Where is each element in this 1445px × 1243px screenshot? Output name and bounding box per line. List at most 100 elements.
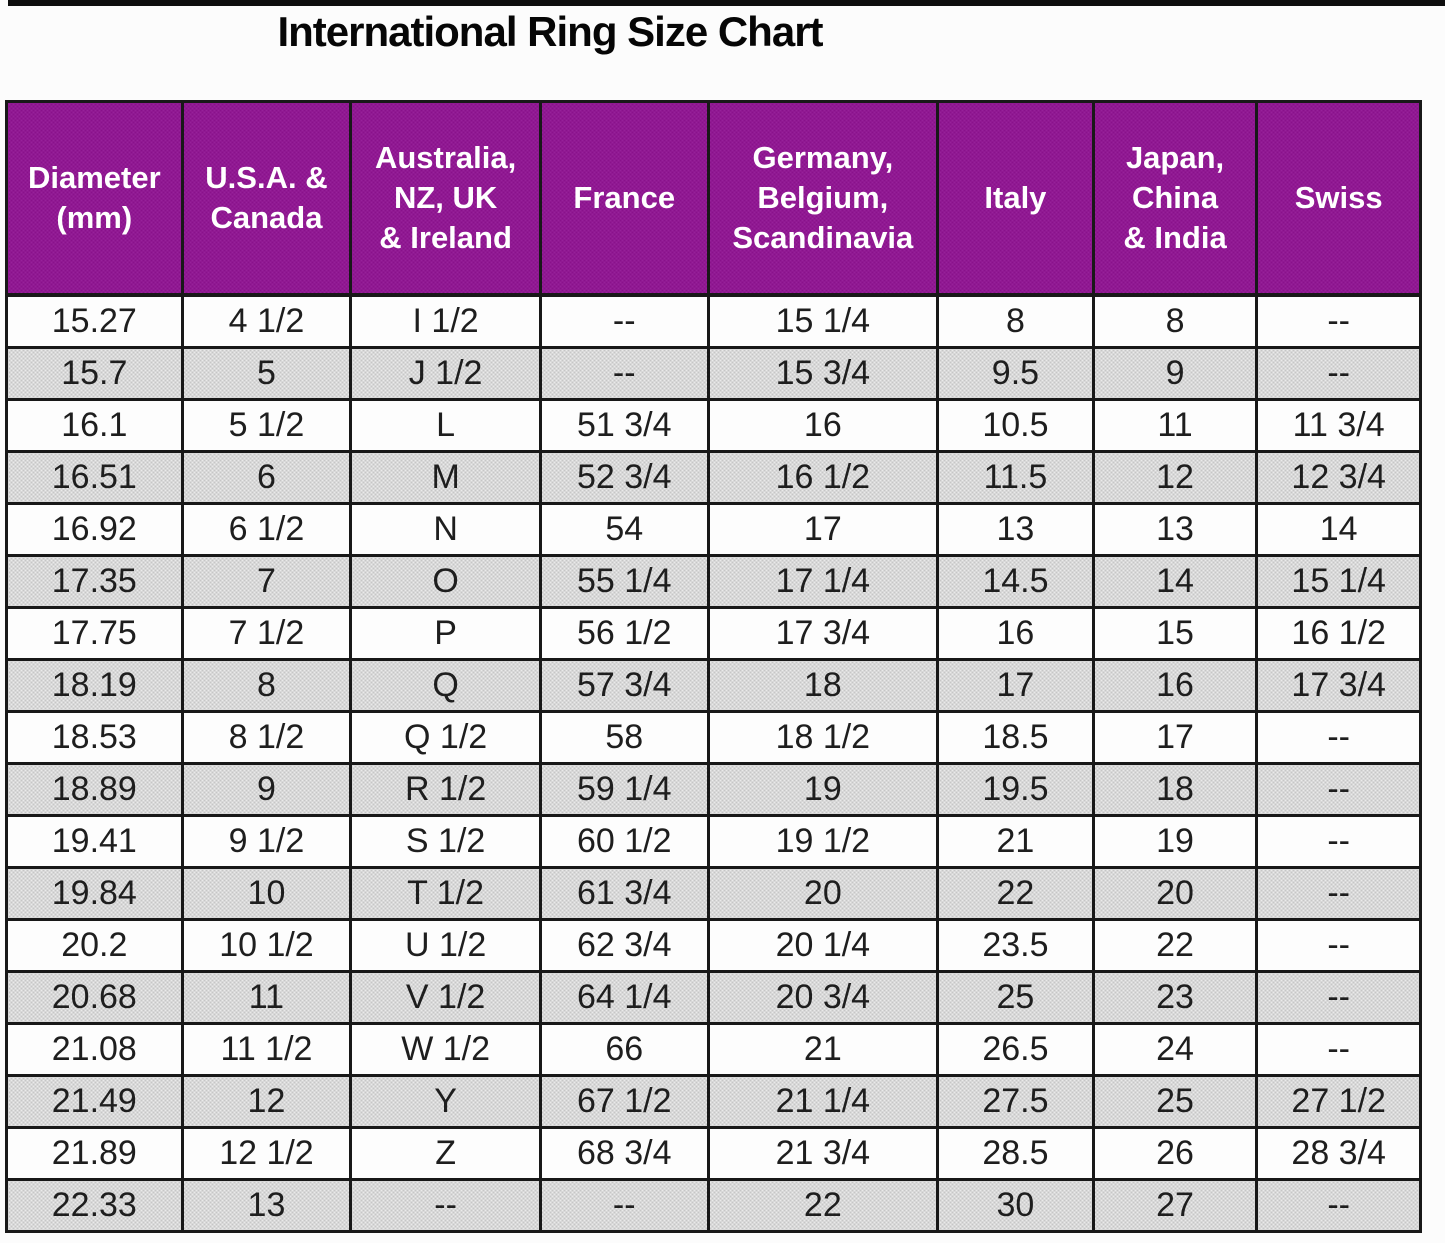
table-cell: T 1/2 bbox=[349, 866, 542, 921]
table-cell: 25 bbox=[1091, 1074, 1259, 1129]
column-header-france: France bbox=[538, 100, 710, 297]
table-cell: 14 bbox=[1255, 502, 1422, 557]
table-cell: L bbox=[349, 398, 542, 453]
table-cell: 27 bbox=[1091, 1178, 1259, 1233]
table-cell: -- bbox=[1255, 1022, 1422, 1077]
table-cell: -- bbox=[538, 346, 710, 401]
table-row: 15.27 4 1/2 I 1/2 -- 15 1/4 8 8 -- bbox=[5, 293, 1422, 349]
table-cell: W 1/2 bbox=[349, 1022, 542, 1077]
table-cell: 18 bbox=[706, 658, 940, 713]
table-cell: 28.5 bbox=[936, 1126, 1095, 1181]
table-row: 16.51 6 M 52 3/4 16 1/2 11.5 12 12 3/4 bbox=[5, 450, 1422, 505]
table-cell: 12 bbox=[180, 1074, 353, 1129]
table-cell: 17 3/4 bbox=[1255, 658, 1422, 713]
table-cell: -- bbox=[1255, 866, 1422, 921]
table-cell: 23.5 bbox=[936, 918, 1095, 973]
table-cell: 62 3/4 bbox=[538, 918, 710, 973]
table-row: 19.41 9 1/2 S 1/2 60 1/2 19 1/2 21 19 -- bbox=[5, 814, 1422, 869]
table-cell: 19 1/2 bbox=[706, 814, 940, 869]
table-row: 18.53 8 1/2 Q 1/2 58 18 1/2 18.5 17 -- bbox=[5, 710, 1422, 765]
table-cell: 8 bbox=[936, 293, 1095, 349]
table-row: 18.19 8 Q 57 3/4 18 17 16 17 3/4 bbox=[5, 658, 1422, 713]
table-cell: 16 bbox=[706, 398, 940, 453]
table-cell: 22 bbox=[1091, 918, 1259, 973]
table-cell: 21 1/4 bbox=[706, 1074, 940, 1129]
table-row: 20.68 11 V 1/2 64 1/4 20 3/4 25 23 -- bbox=[5, 970, 1422, 1025]
table-cell: 15 3/4 bbox=[706, 346, 940, 401]
table-cell: 19.5 bbox=[936, 762, 1095, 817]
table-cell: 16 1/2 bbox=[1255, 606, 1422, 661]
table-cell: 12 3/4 bbox=[1255, 450, 1422, 505]
table-cell: 61 3/4 bbox=[538, 866, 710, 921]
table-cell: 20.2 bbox=[5, 918, 184, 973]
table-cell: 16.1 bbox=[5, 398, 184, 453]
table-cell: 15.27 bbox=[5, 293, 184, 349]
table-row: 18.89 9 R 1/2 59 1/4 19 19.5 18 -- bbox=[5, 762, 1422, 817]
table-cell: 7 bbox=[180, 554, 353, 609]
table-cell: 19 bbox=[1091, 814, 1259, 869]
column-header-japan-china-india: Japan, China & India bbox=[1091, 100, 1259, 297]
table-cell: 15 1/4 bbox=[706, 293, 940, 349]
table-cell: -- bbox=[349, 1178, 542, 1233]
table-cell: 16 1/2 bbox=[706, 450, 940, 505]
table-cell: 27 1/2 bbox=[1255, 1074, 1422, 1129]
table-cell: S 1/2 bbox=[349, 814, 542, 869]
table-cell: -- bbox=[1255, 710, 1422, 765]
table-cell: 15 1/4 bbox=[1255, 554, 1422, 609]
table-cell: 21 bbox=[706, 1022, 940, 1077]
table-cell: -- bbox=[1255, 814, 1422, 869]
table-cell: 9 bbox=[180, 762, 353, 817]
table-cell: N bbox=[349, 502, 542, 557]
table-row: 20.2 10 1/2 U 1/2 62 3/4 20 1/4 23.5 22 -- bbox=[5, 918, 1422, 973]
table-cell: J 1/2 bbox=[349, 346, 542, 401]
table-cell: 22 bbox=[706, 1178, 940, 1233]
table-cell: 6 bbox=[180, 450, 353, 505]
table-cell: U 1/2 bbox=[349, 918, 542, 973]
table-cell: 17 3/4 bbox=[706, 606, 940, 661]
table-cell: -- bbox=[1255, 293, 1422, 349]
table-cell: 16.92 bbox=[5, 502, 184, 557]
table-cell: -- bbox=[538, 1178, 710, 1233]
table-cell: 17 bbox=[1091, 710, 1259, 765]
table-cell: 18 1/2 bbox=[706, 710, 940, 765]
table-cell: 12 bbox=[1091, 450, 1259, 505]
table-cell: P bbox=[349, 606, 542, 661]
table-cell: 20 3/4 bbox=[706, 970, 940, 1025]
table-cell: 26 bbox=[1091, 1126, 1259, 1181]
table-cell: 59 1/4 bbox=[538, 762, 710, 817]
table-body: 15.27 4 1/2 I 1/2 -- 15 1/4 8 8 -- 15.7 5 J 1/2 -- 1… bbox=[5, 293, 1422, 1233]
table-cell: 18.53 bbox=[5, 710, 184, 765]
table-cell: 11 bbox=[180, 970, 353, 1025]
table-row: 17.75 7 1/2 P 56 1/2 17 3/4 16 15 16 1/2 bbox=[5, 606, 1422, 661]
table-cell: 54 bbox=[538, 502, 710, 557]
table-cell: 18.19 bbox=[5, 658, 184, 713]
table-cell: 30 bbox=[936, 1178, 1095, 1233]
table-cell: 16 bbox=[936, 606, 1095, 661]
table-cell: 11.5 bbox=[936, 450, 1095, 505]
table-cell: 19.41 bbox=[5, 814, 184, 869]
table-cell: -- bbox=[1255, 1178, 1422, 1233]
table-cell: R 1/2 bbox=[349, 762, 542, 817]
table-cell: 28 3/4 bbox=[1255, 1126, 1422, 1181]
table-cell: 15.7 bbox=[5, 346, 184, 401]
table-cell: 56 1/2 bbox=[538, 606, 710, 661]
table-cell: 66 bbox=[538, 1022, 710, 1077]
table-cell: Q 1/2 bbox=[349, 710, 542, 765]
table-cell: 21 bbox=[936, 814, 1095, 869]
table-cell: 19 bbox=[706, 762, 940, 817]
table-row: 16.1 5 1/2 L 51 3/4 16 10.5 11 11 3/4 bbox=[5, 398, 1422, 453]
column-header-usa-canada: U.S.A. & Canada bbox=[180, 100, 353, 297]
table-cell: 22.33 bbox=[5, 1178, 184, 1233]
table-cell: 14.5 bbox=[936, 554, 1095, 609]
table-cell: -- bbox=[1255, 762, 1422, 817]
table-cell: 11 bbox=[1091, 398, 1259, 453]
table-cell: 17 bbox=[936, 658, 1095, 713]
table-cell: 13 bbox=[180, 1178, 353, 1233]
table-row: 22.33 13 -- -- 22 30 27 -- bbox=[5, 1178, 1422, 1233]
ring-size-table: Diameter (mm) U.S.A. & Canada Australia,… bbox=[5, 100, 1422, 1233]
table-cell: 8 bbox=[180, 658, 353, 713]
table-cell: 22 bbox=[936, 866, 1095, 921]
table-cell: 13 bbox=[1091, 502, 1259, 557]
table-cell: 27.5 bbox=[936, 1074, 1095, 1129]
column-header-germany-belgium-scandinavia: Germany, Belgium, Scandinavia bbox=[706, 100, 940, 297]
